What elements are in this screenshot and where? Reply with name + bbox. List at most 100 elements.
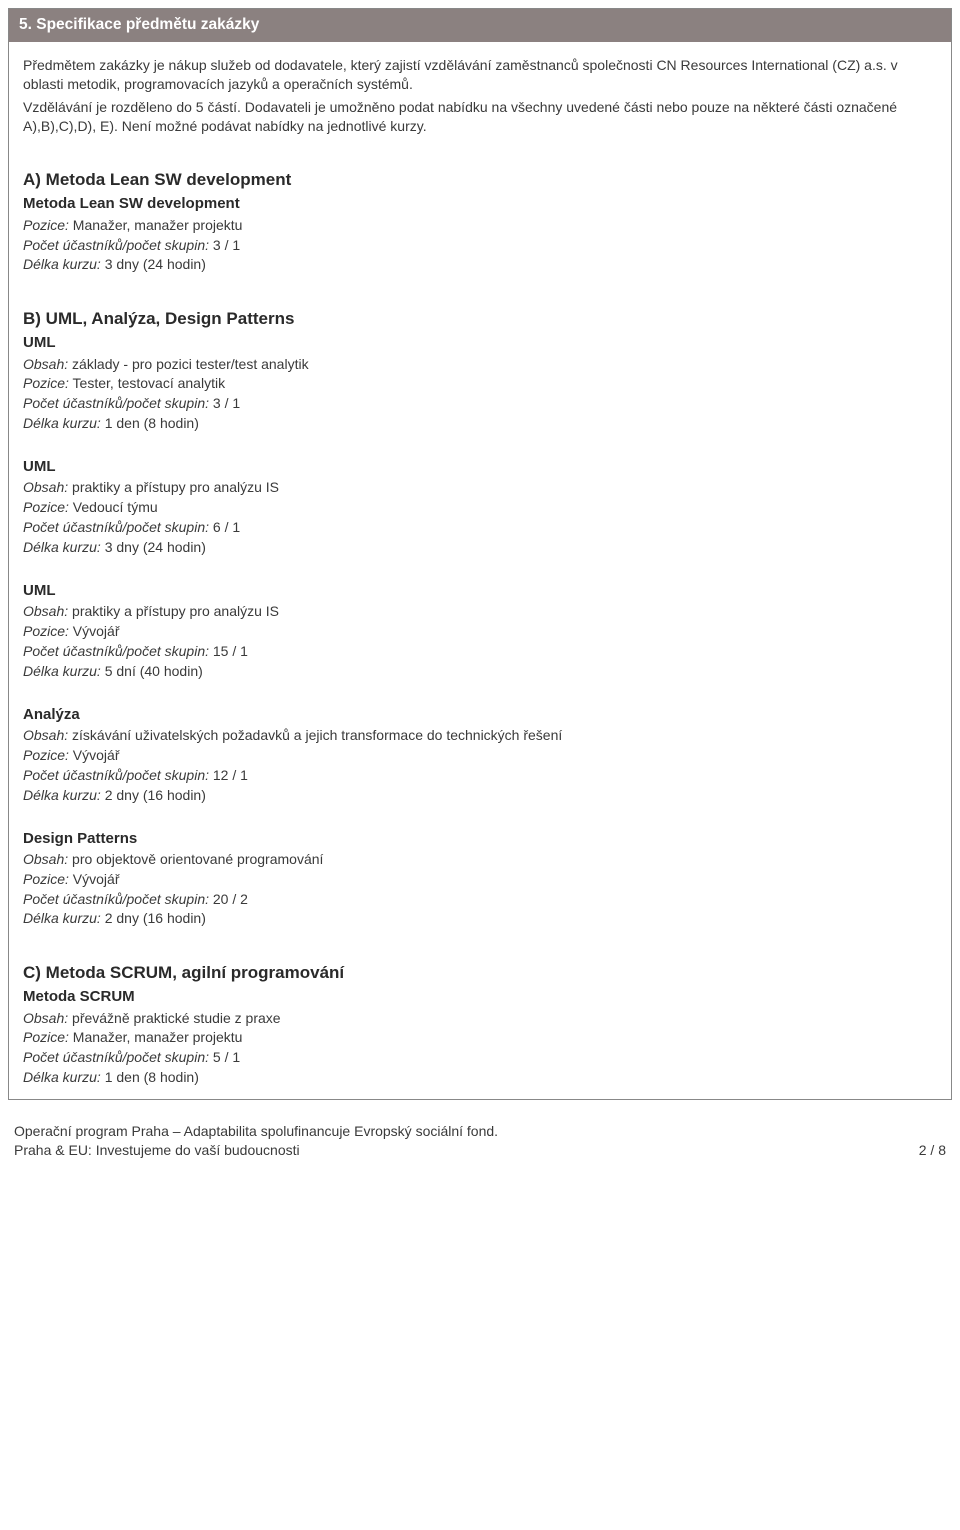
course-pozice: Pozice: Manažer, manažer projektu [23, 1028, 937, 1047]
course-block: Design Patterns Obsah: pro objektově orie… [23, 829, 937, 929]
course-pocet: Počet účastníků/počet skupin: 3 / 1 [23, 394, 937, 413]
footer-line-2: Praha & EU: Investujeme do vaší budoucno… [14, 1141, 300, 1160]
course-pozice: Pozice: Vývojář [23, 870, 937, 889]
obsah-label: Obsah: [23, 603, 68, 619]
pocet-label: Počet účastníků/počet skupin: [23, 767, 209, 783]
obsah-label: Obsah: [23, 851, 68, 867]
course-block: Metoda SCRUMObsah: převážně praktické st… [23, 987, 937, 1087]
pozice-value: Vývojář [69, 747, 120, 763]
pocet-label: Počet účastníků/počet skupin: [23, 519, 209, 535]
course-pocet: Počet účastníků/počet skupin: 3 / 1 [23, 236, 937, 255]
course-obsah: Obsah: převážně praktické studie z praxe [23, 1009, 937, 1028]
course-pozice: Pozice: Vývojář [23, 622, 937, 641]
course-obsah: Obsah: praktiky a přístupy pro analýzu I… [23, 478, 937, 497]
group-title: B) UML, Analýza, Design Patterns [23, 308, 937, 331]
pozice-value: Vývojář [69, 623, 120, 639]
course-delka: Délka kurzu: 2 dny (16 hodin) [23, 909, 937, 928]
delka-value: 1 den (8 hodin) [101, 415, 199, 431]
course-delka: Délka kurzu: 5 dní (40 hodin) [23, 662, 937, 681]
course-block: UMLObsah: praktiky a přístupy pro analýz… [23, 581, 937, 681]
course-block: UML Obsah: základy - pro pozici tester/te… [23, 333, 937, 433]
course-subtitle: Analýza [23, 705, 937, 725]
page-footer: Operační program Praha – Adaptabilita sp… [14, 1122, 946, 1160]
pocet-value: 5 / 1 [209, 1049, 240, 1065]
course-obsah: Obsah: získávání uživatelských požadavků… [23, 726, 937, 745]
pocet-label: Počet účastníků/počet skupin: [23, 643, 209, 659]
obsah-value: získávání uživatelských požadavků a jeji… [68, 727, 562, 743]
group-title: C) Metoda SCRUM, agilní programování [23, 962, 937, 985]
course-pozice: Pozice: Manažer, manažer projektu [23, 216, 937, 235]
pozice-value: Vedoucí týmu [69, 499, 158, 515]
course-obsah: Obsah: základy - pro pozici tester/test … [23, 355, 937, 374]
pocet-value: 12 / 1 [209, 767, 248, 783]
course-subtitle: UML [23, 457, 937, 477]
delka-value: 3 dny (24 hodin) [101, 256, 206, 272]
pocet-label: Počet účastníků/počet skupin: [23, 1049, 209, 1065]
course-pocet: Počet účastníků/počet skupin: 15 / 1 [23, 642, 937, 661]
intro-paragraph-2: Vzdělávání je rozděleno do 5 částí. Doda… [23, 98, 937, 136]
pozice-label: Pozice: [23, 1029, 69, 1045]
pozice-label: Pozice: [23, 871, 69, 887]
section-header: 5. Specifikace předmětu zakázky [9, 9, 951, 42]
course-obsah: Obsah: praktiky a přístupy pro analýzu I… [23, 602, 937, 621]
pocet-value: 3 / 1 [209, 395, 240, 411]
pocet-label: Počet účastníků/počet skupin: [23, 891, 209, 907]
content-area: Předmětem zakázky je nákup služeb od dod… [9, 42, 951, 1087]
course-pocet: Počet účastníků/počet skupin: 20 / 2 [23, 890, 937, 909]
page-number: 2 / 8 [919, 1141, 946, 1160]
pozice-label: Pozice: [23, 623, 69, 639]
course-delka: Délka kurzu: 3 dny (24 hodin) [23, 255, 937, 274]
delka-value: 5 dní (40 hodin) [101, 663, 203, 679]
delka-label: Délka kurzu: [23, 1069, 101, 1085]
pozice-label: Pozice: [23, 217, 69, 233]
obsah-value: praktiky a přístupy pro analýzu IS [68, 603, 279, 619]
pozice-label: Pozice: [23, 499, 69, 515]
delka-value: 1 den (8 hodin) [101, 1069, 199, 1085]
pocet-value: 20 / 2 [209, 891, 248, 907]
course-pocet: Počet účastníků/počet skupin: 5 / 1 [23, 1048, 937, 1067]
delka-label: Délka kurzu: [23, 539, 101, 555]
course-delka: Délka kurzu: 1 den (8 hodin) [23, 1068, 937, 1087]
course-delka: Délka kurzu: 2 dny (16 hodin) [23, 786, 937, 805]
intro-paragraph-1: Předmětem zakázky je nákup služeb od dod… [23, 56, 937, 94]
delka-label: Délka kurzu: [23, 663, 101, 679]
pozice-value: Tester, testovací analytik [69, 375, 225, 391]
course-pozice: Pozice: Vývojář [23, 746, 937, 765]
pocet-label: Počet účastníků/počet skupin: [23, 395, 209, 411]
course-subtitle: Design Patterns [23, 829, 937, 849]
pocet-value: 15 / 1 [209, 643, 248, 659]
delka-value: 2 dny (16 hodin) [101, 787, 206, 803]
course-block: UMLObsah: praktiky a přístupy pro analýz… [23, 457, 937, 557]
course-pozice: Pozice: Tester, testovací analytik [23, 374, 937, 393]
course-delka: Délka kurzu: 1 den (8 hodin) [23, 414, 937, 433]
pozice-label: Pozice: [23, 375, 69, 391]
obsah-value: praktiky a přístupy pro analýzu IS [68, 479, 279, 495]
pozice-value: Vývojář [69, 871, 120, 887]
obsah-value: převážně praktické studie z praxe [68, 1010, 280, 1026]
group-title: A) Metoda Lean SW development [23, 169, 937, 192]
footer-line-1: Operační program Praha – Adaptabilita sp… [14, 1122, 946, 1141]
pozice-value: Manažer, manažer projektu [69, 1029, 243, 1045]
obsah-value: pro objektově orientované programování [68, 851, 323, 867]
intro-text: Předmětem zakázky je nákup služeb od dod… [23, 56, 937, 136]
delka-label: Délka kurzu: [23, 910, 101, 926]
course-block: Metoda Lean SW development Pozice: Manaže… [23, 194, 937, 274]
pocet-value: 6 / 1 [209, 519, 240, 535]
pozice-label: Pozice: [23, 747, 69, 763]
pocet-label: Počet účastníků/počet skupin: [23, 237, 209, 253]
delka-label: Délka kurzu: [23, 415, 101, 431]
obsah-label: Obsah: [23, 1010, 68, 1026]
course-pocet: Počet účastníků/počet skupin: 12 / 1 [23, 766, 937, 785]
pozice-value: Manažer, manažer projektu [69, 217, 243, 233]
obsah-value: základy - pro pozici tester/test analyti… [68, 356, 308, 372]
document-page: 5. Specifikace předmětu zakázky Předměte… [8, 8, 952, 1100]
course-block: AnalýzaObsah: získávání uživatelských po… [23, 705, 937, 805]
pocet-value: 3 / 1 [209, 237, 240, 253]
delka-value: 3 dny (24 hodin) [101, 539, 206, 555]
delka-label: Délka kurzu: [23, 256, 101, 272]
course-pozice: Pozice: Vedoucí týmu [23, 498, 937, 517]
course-subtitle: Metoda Lean SW development [23, 194, 937, 214]
delka-value: 2 dny (16 hodin) [101, 910, 206, 926]
course-delka: Délka kurzu: 3 dny (24 hodin) [23, 538, 937, 557]
course-subtitle: UML [23, 333, 937, 353]
